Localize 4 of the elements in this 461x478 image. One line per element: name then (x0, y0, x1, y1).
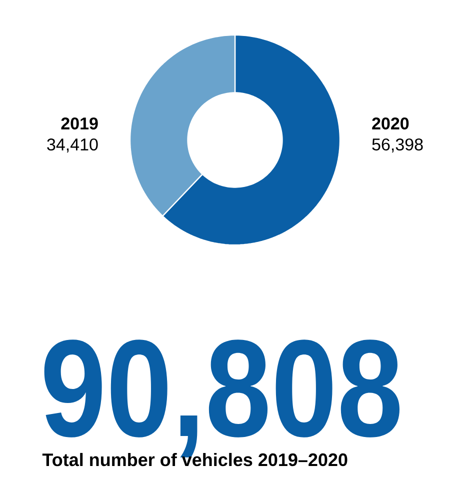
data-label: 34,410 (47, 138, 98, 153)
slice-label: 2020 (372, 117, 409, 130)
slice-label: 2019 (61, 117, 98, 130)
data-label: 56,398 (372, 138, 423, 153)
